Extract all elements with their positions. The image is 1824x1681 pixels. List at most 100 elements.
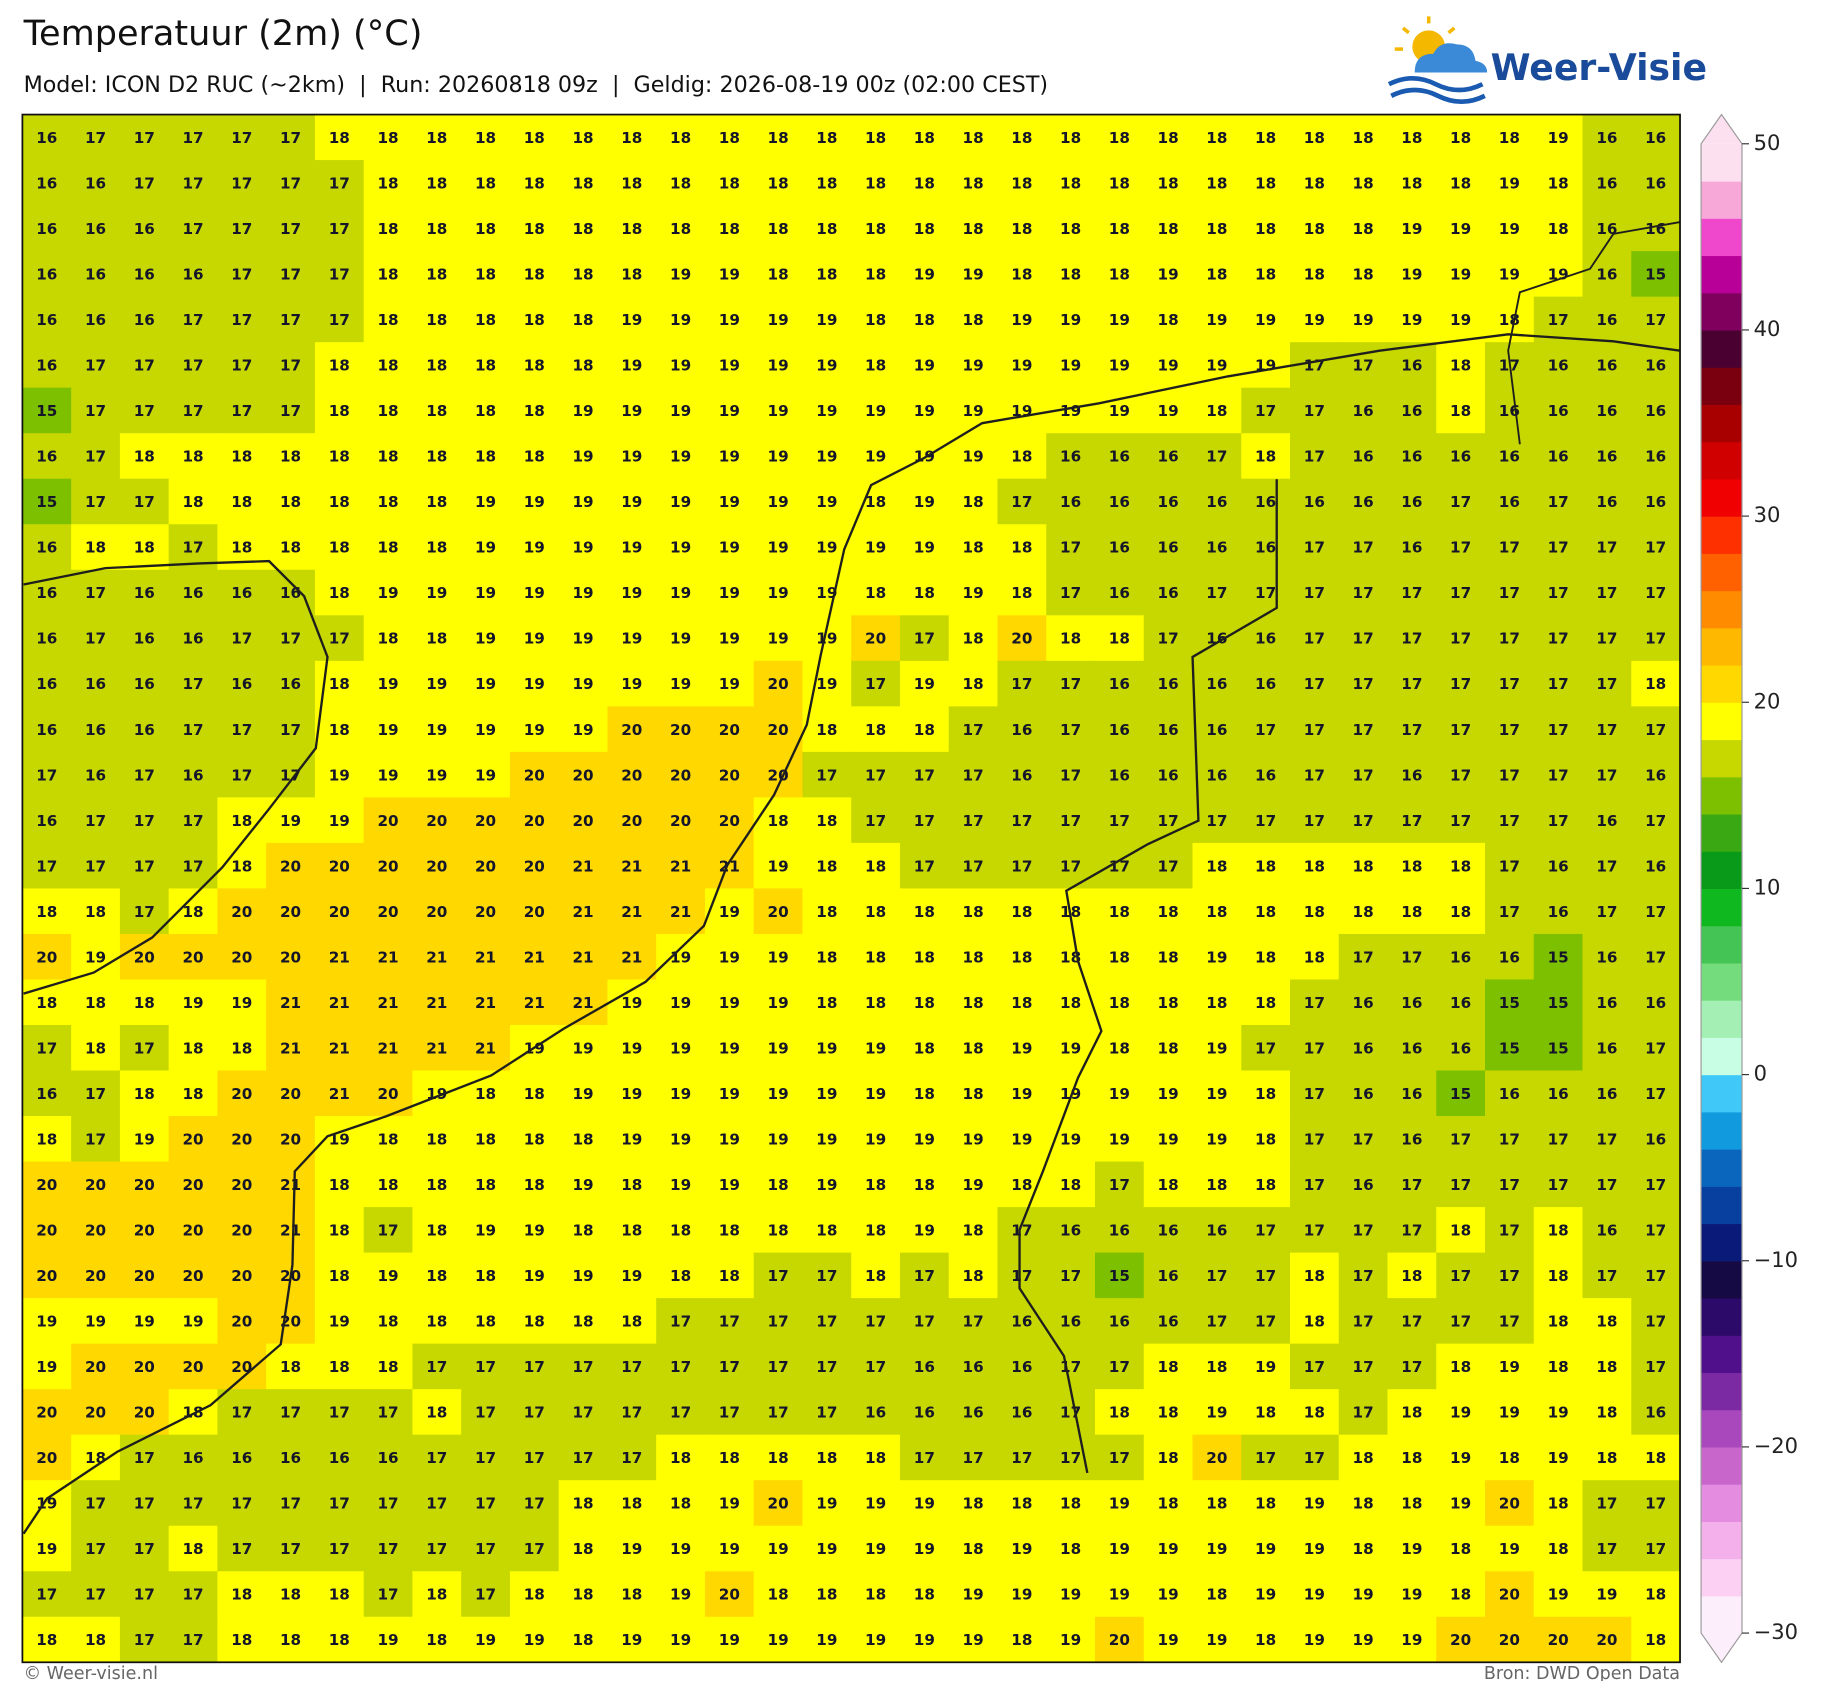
grid-cell (266, 1480, 316, 1527)
grid-value: 20 (475, 812, 496, 830)
grid-cell (948, 1024, 999, 1072)
grid-value: 17 (1109, 857, 1130, 875)
grid-value: 17 (865, 1313, 886, 1331)
grid-value: 17 (182, 402, 203, 420)
grid-cell (71, 1525, 121, 1572)
grid-cell (314, 842, 365, 890)
grid-value: 16 (85, 220, 106, 238)
grid-value: 18 (1353, 175, 1374, 193)
grid-cell (1241, 933, 1291, 981)
grid-cell (948, 478, 999, 525)
grid-value: 20 (572, 812, 593, 830)
grid-cell (851, 1525, 901, 1572)
grid-cell (71, 387, 121, 434)
grid-cell (851, 205, 901, 252)
grid-value: 16 (1206, 493, 1227, 511)
grid-cell (1094, 1434, 1145, 1481)
grid-value: 21 (280, 1222, 301, 1240)
grid-cell (119, 979, 170, 1026)
grid-value: 18 (572, 220, 593, 238)
grid-value: 17 (1353, 1267, 1374, 1285)
grid-cell (1241, 478, 1291, 525)
grid-cell (1046, 433, 1096, 480)
grid-value: 18 (963, 129, 984, 147)
grid-cell (1387, 933, 1437, 981)
grid-value: 18 (329, 1222, 350, 1240)
grid-cell (1094, 251, 1145, 298)
grid-cell (461, 1525, 511, 1572)
grid-cell (1192, 933, 1242, 981)
grid-value: 18 (1255, 994, 1276, 1012)
grid-value: 20 (621, 812, 642, 830)
grid-cell (1533, 797, 1584, 844)
grid-value: 16 (1158, 584, 1179, 602)
grid-cell (1338, 706, 1389, 753)
grid-value: 19 (914, 1540, 935, 1558)
grid-cell (802, 1207, 852, 1254)
grid-value: 17 (1499, 903, 1520, 921)
grid-value: 19 (914, 266, 935, 284)
grid-value: 18 (1109, 129, 1130, 147)
grid-value: 17 (865, 1358, 886, 1376)
grid-cell (1143, 1070, 1194, 1117)
grid-cell (412, 1389, 462, 1436)
grid-cell (412, 114, 462, 161)
colorbar-band (1701, 925, 1742, 964)
grid-cell (266, 251, 316, 298)
grid-cell (1192, 1252, 1242, 1299)
grid-cell (1387, 888, 1437, 935)
grid-cell (412, 1571, 462, 1618)
grid-value: 18 (1548, 1267, 1569, 1285)
grid-value: 17 (1401, 1358, 1422, 1376)
grid-cell (1436, 160, 1486, 207)
grid-cell (656, 933, 706, 981)
grid-value: 20 (182, 1358, 203, 1376)
grid-cell (22, 114, 72, 161)
grid-value: 19 (1304, 1631, 1325, 1649)
grid-cell (22, 1389, 72, 1436)
grid-value: 18 (1255, 857, 1276, 875)
grid-cell (22, 160, 72, 207)
grid-cell (509, 615, 560, 662)
grid-cell (1046, 842, 1096, 890)
grid-cell (802, 251, 852, 298)
grid-value: 19 (768, 948, 789, 966)
grid-cell (1289, 933, 1340, 981)
grid-value: 17 (1401, 1176, 1422, 1194)
grid-value: 19 (719, 903, 740, 921)
grid-value: 18 (963, 175, 984, 193)
grid-value: 19 (1060, 1631, 1081, 1649)
grid-cell (1533, 1298, 1584, 1345)
grid-value: 19 (1401, 1540, 1422, 1558)
grid-value: 18 (1548, 1540, 1569, 1558)
grid-value: 19 (1304, 1586, 1325, 1604)
grid-cell (71, 478, 121, 525)
grid-cell (997, 569, 1047, 616)
grid-cell (1436, 842, 1486, 890)
grid-cell (22, 660, 72, 708)
grid-cell (1046, 660, 1096, 708)
grid-value: 17 (329, 1404, 350, 1422)
grid-value: 19 (572, 721, 593, 739)
grid-value: 18 (865, 266, 886, 284)
grid-cell (1533, 1480, 1584, 1527)
grid-cell (558, 1616, 609, 1663)
grid-value: 19 (963, 1130, 984, 1148)
grid-cell (266, 433, 316, 480)
grid-cell (1582, 478, 1632, 525)
grid-value: 17 (1206, 1313, 1227, 1331)
grid-value: 19 (1450, 220, 1471, 238)
grid-value: 16 (1255, 630, 1276, 648)
grid-value: 19 (816, 675, 837, 693)
grid-value: 16 (36, 175, 57, 193)
grid-value: 19 (475, 584, 496, 602)
grid-value: 17 (1353, 1404, 1374, 1422)
grid-value: 18 (621, 1176, 642, 1194)
grid-cell (1387, 1480, 1437, 1527)
grid-cell (802, 433, 852, 480)
grid-cell (1241, 569, 1291, 616)
grid-cell (1387, 615, 1437, 662)
grid-cell (22, 478, 72, 525)
grid-cell (851, 1298, 901, 1345)
grid-cell (314, 433, 365, 480)
